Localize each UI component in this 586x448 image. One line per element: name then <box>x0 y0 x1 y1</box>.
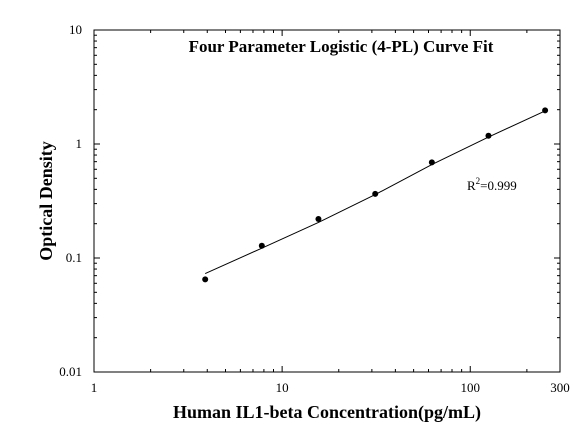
data-point <box>542 107 549 114</box>
x-axis-label: Human IL1-beta Concentration(pg/mL) <box>173 402 481 423</box>
y-axis-label: Optical Density <box>36 141 56 261</box>
data-point <box>258 242 265 249</box>
x-tick-label: 100 <box>460 380 480 395</box>
data-point <box>315 215 322 222</box>
axis-ticks <box>93 29 561 373</box>
r-squared-annotation: R2=0.999 <box>467 176 517 193</box>
plot-frame <box>93 29 561 373</box>
data-points <box>202 107 549 283</box>
data-point <box>202 276 209 283</box>
x-tick-label: 300 <box>550 380 570 395</box>
y-tick-label: 0.01 <box>59 364 82 379</box>
y-tick-label: 0.1 <box>66 250 82 265</box>
data-point <box>428 159 435 166</box>
r-symbol: R <box>467 178 476 193</box>
y-tick-label: 10 <box>69 22 82 37</box>
axis-tick-labels: 1 10 100 300 0.01 0.1 1 10 <box>59 22 570 395</box>
chart-title: Four Parameter Logistic (4-PL) Curve Fit <box>189 37 494 56</box>
data-point <box>372 190 379 197</box>
x-tick-label: 1 <box>91 380 98 395</box>
data-point <box>485 132 492 139</box>
x-tick-label: 10 <box>276 380 289 395</box>
r-squared-superscript: 2 <box>476 176 481 186</box>
r-squared-value: =0.999 <box>480 178 517 193</box>
y-tick-label: 1 <box>76 136 83 151</box>
